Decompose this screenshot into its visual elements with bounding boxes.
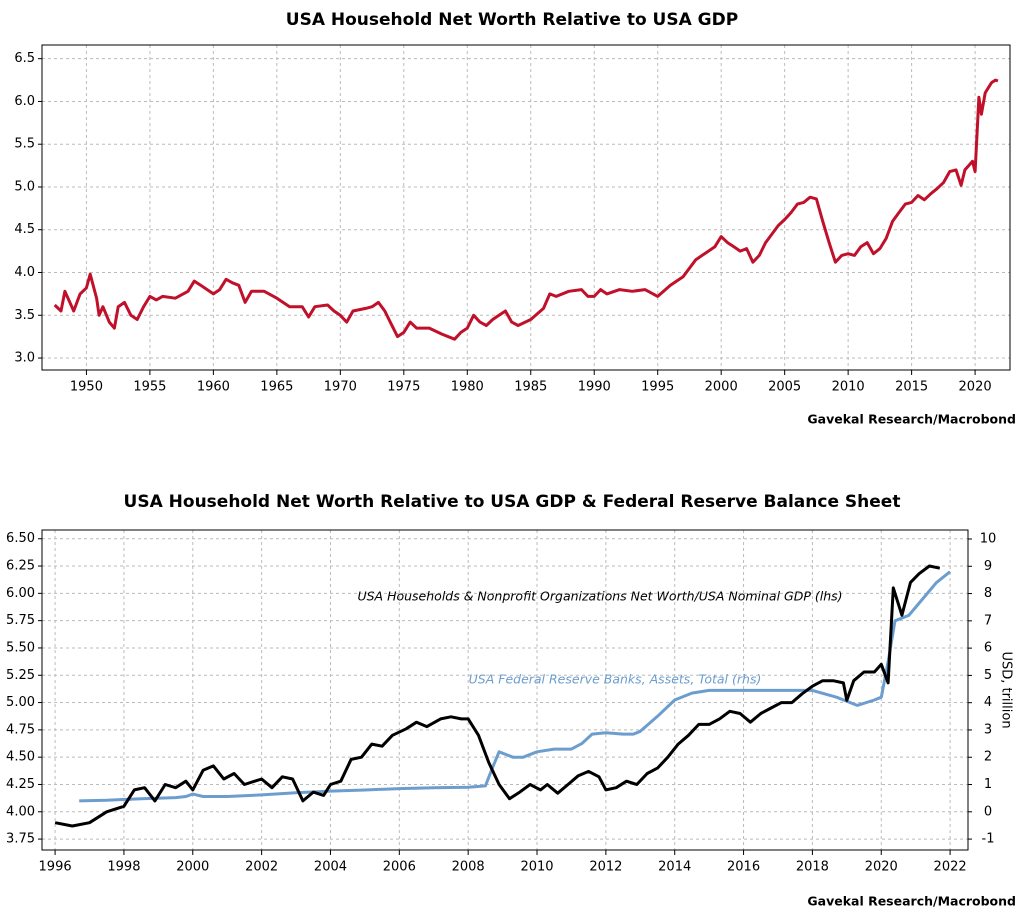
y-tick-label: 4.75	[6, 722, 35, 737]
y-tick-label: 5.0	[14, 179, 35, 194]
x-tick-label: 2000	[705, 380, 738, 395]
x-tick-label: 2010	[520, 860, 553, 875]
y-tick-label: 3.0	[14, 351, 35, 366]
x-tick-label: 1975	[387, 380, 420, 395]
x-tick-label: 2016	[727, 860, 760, 875]
x-tick-label: 2006	[383, 860, 416, 875]
x-tick-label: 2020	[865, 860, 898, 875]
x-tick-label: 1990	[578, 380, 611, 395]
x-tick-label: 1955	[133, 380, 166, 395]
x-tick-label: 1960	[197, 380, 230, 395]
x-tick-label: 2008	[452, 860, 485, 875]
y-tick-label: 6.25	[6, 559, 35, 574]
y2-tick-label: -1	[982, 832, 995, 847]
y2-tick-label: 0	[984, 804, 992, 819]
x-tick-label: 2020	[959, 380, 992, 395]
y-tick-label: 4.25	[6, 777, 35, 792]
data-line	[53, 78, 999, 341]
y-tick-label: 4.0	[14, 265, 35, 280]
y2-tick-label: 10	[980, 532, 997, 547]
source: Gavekal Research/Macrobond	[807, 412, 1016, 427]
y2-tick-label: 4	[984, 695, 992, 710]
y2-tick-label: 6	[984, 641, 992, 656]
x-tick-label: 2004	[314, 860, 347, 875]
x-tick-label: 2012	[589, 860, 622, 875]
y2-tick-label: 3	[984, 722, 992, 737]
y2-axis-label: USD, trillion	[999, 651, 1014, 728]
y2-tick-label: 9	[984, 559, 992, 574]
x-tick-label: 2018	[796, 860, 829, 875]
x-tick-label: 1998	[107, 860, 140, 875]
x-tick-label: 1996	[39, 860, 72, 875]
chart-title: USA Household Net Worth Relative to USA …	[124, 492, 901, 512]
y2-tick-label: 7	[984, 613, 992, 628]
data-line	[79, 570, 952, 803]
data-line	[54, 564, 941, 828]
y2-tick-label: 8	[984, 586, 992, 601]
x-tick-label: 1980	[451, 380, 484, 395]
x-tick-label: 2002	[245, 860, 278, 875]
y-tick-label: 3.75	[6, 832, 35, 847]
x-tick-label: 1965	[260, 380, 293, 395]
y-tick-label: 5.00	[6, 695, 35, 710]
x-tick-label: 2000	[176, 860, 209, 875]
y2-tick-label: 2	[984, 750, 992, 765]
y-tick-label: 5.50	[6, 640, 35, 655]
chart-title: USA Household Net Worth Relative to USA …	[286, 10, 738, 30]
x-tick-label: 2015	[895, 380, 928, 395]
x-tick-label: 2005	[768, 380, 801, 395]
y-tick-label: 3.5	[14, 308, 35, 323]
y-tick-label: 5.25	[6, 668, 35, 683]
series-label: USA Households & Nonprofit Organizations…	[357, 589, 842, 604]
source: Gavekal Research/Macrobond	[807, 894, 1016, 909]
y-tick-label: 5.5	[14, 137, 35, 152]
y-tick-label: 6.00	[6, 586, 35, 601]
plot-frame	[41, 529, 969, 851]
y-tick-label: 6.0	[14, 94, 35, 109]
y-tick-label: 4.50	[6, 750, 35, 765]
y2-tick-label: 1	[984, 777, 992, 792]
x-tick-label: 1995	[641, 380, 674, 395]
y-tick-label: 4.00	[6, 804, 35, 819]
x-tick-label: 1985	[514, 380, 547, 395]
series-label: USA Federal Reserve Banks, Assets, Total…	[469, 672, 762, 687]
y-tick-label: 6.5	[14, 51, 35, 66]
x-tick-label: 2022	[934, 860, 967, 875]
y-tick-label: 4.5	[14, 222, 35, 237]
x-tick-label: 1970	[324, 380, 357, 395]
x-tick-label: 2014	[658, 860, 691, 875]
x-tick-label: 2010	[832, 380, 865, 395]
plot-frame	[41, 44, 1011, 371]
y2-tick-label: 5	[984, 668, 992, 683]
x-tick-label: 1950	[70, 380, 103, 395]
y-tick-label: 5.75	[6, 613, 35, 628]
y-tick-label: 6.50	[6, 531, 35, 546]
